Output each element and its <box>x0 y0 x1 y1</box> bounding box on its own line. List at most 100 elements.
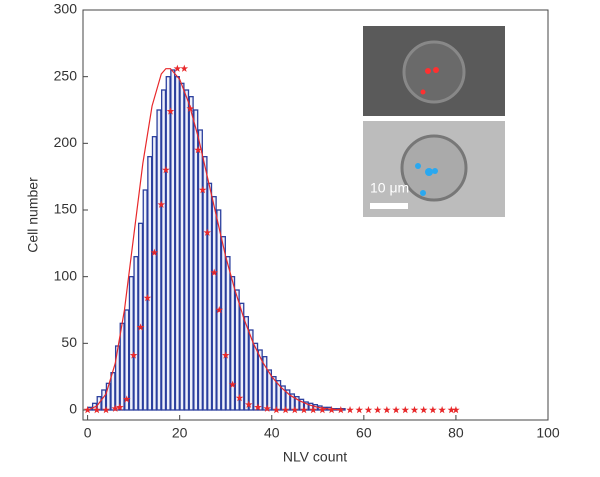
droplet <box>420 89 426 95</box>
star-point <box>122 395 131 403</box>
bar <box>202 156 208 411</box>
bar <box>188 96 194 411</box>
bar <box>243 316 249 411</box>
star-point <box>228 380 237 388</box>
star-point <box>290 406 299 414</box>
x-axis-label: NLV count <box>283 449 347 465</box>
y-tick-label: 50 <box>61 334 77 350</box>
bar <box>225 256 231 411</box>
bar <box>234 289 240 411</box>
bar <box>262 356 268 411</box>
x-tick-label: 60 <box>356 425 372 441</box>
bar <box>110 372 116 411</box>
bar <box>137 222 144 411</box>
bar <box>179 82 185 411</box>
star-point <box>300 406 308 414</box>
star-point <box>272 406 281 414</box>
bar <box>285 389 291 411</box>
fit-curve <box>87 68 341 411</box>
bar <box>197 129 203 411</box>
star-point <box>281 406 290 414</box>
bar <box>119 322 125 411</box>
bar <box>156 109 162 411</box>
star-point <box>383 406 391 414</box>
bar <box>133 256 139 411</box>
bar <box>165 76 171 411</box>
bar <box>170 69 176 411</box>
star-point <box>429 406 437 414</box>
bar <box>303 401 309 411</box>
star-point <box>244 400 253 408</box>
y-tick-label: 200 <box>54 134 78 150</box>
y-tick-label: 150 <box>54 201 78 217</box>
star-point <box>111 404 120 412</box>
droplet <box>425 68 431 74</box>
bar <box>253 342 259 411</box>
bar <box>142 189 148 411</box>
bar <box>220 236 226 411</box>
y-axis-label: Cell number <box>25 177 41 253</box>
star-point <box>194 146 202 154</box>
star-point <box>355 406 364 414</box>
bar <box>239 302 245 411</box>
star-point <box>102 406 110 414</box>
bar <box>271 376 277 411</box>
star-point <box>143 294 152 302</box>
star-point <box>452 406 460 414</box>
star-point <box>235 394 244 402</box>
bar <box>230 276 236 411</box>
star-point <box>221 351 230 359</box>
star-point <box>392 406 400 414</box>
x-tick-label: 40 <box>264 425 280 441</box>
bar <box>289 393 296 411</box>
bar <box>299 398 305 411</box>
bar <box>105 382 111 411</box>
scale-label: 10 μm <box>370 180 409 196</box>
bar <box>193 109 199 411</box>
bar <box>211 196 217 411</box>
x-tick-label: 0 <box>84 425 92 441</box>
y-tick-label: 100 <box>54 267 78 283</box>
cell <box>400 134 468 202</box>
bar <box>280 385 286 411</box>
bar <box>101 389 107 411</box>
bar <box>266 369 273 411</box>
star-point <box>203 228 212 236</box>
star-point <box>373 406 382 414</box>
star-point <box>254 403 262 411</box>
droplet <box>415 163 421 169</box>
bar <box>124 309 130 411</box>
y-tick-label: 300 <box>54 1 78 17</box>
x-tick-label: 100 <box>536 425 560 441</box>
bar <box>207 182 213 411</box>
bar <box>161 89 167 411</box>
scale-bar <box>370 203 408 209</box>
plot-frame <box>82 9 549 421</box>
bar <box>174 76 180 411</box>
bar <box>248 329 254 411</box>
star-point <box>309 406 317 414</box>
star-point <box>447 406 456 414</box>
star-point <box>364 406 373 414</box>
bar <box>257 349 263 411</box>
bar <box>128 276 134 411</box>
bar <box>276 380 282 411</box>
star-point <box>180 64 189 72</box>
star-point <box>173 64 182 72</box>
star-point <box>136 323 145 331</box>
star-point <box>210 268 219 276</box>
star-point <box>215 306 224 314</box>
star-point <box>318 406 327 414</box>
x-tick-label: 20 <box>172 425 188 441</box>
droplet <box>425 168 433 176</box>
y-tick-label: 250 <box>54 67 78 83</box>
star-point <box>157 200 166 208</box>
inset: 10 μm <box>363 26 505 217</box>
star-point <box>401 406 410 414</box>
bar <box>151 136 157 411</box>
bar <box>294 396 300 411</box>
star-point <box>129 351 138 359</box>
star-point <box>410 406 419 414</box>
